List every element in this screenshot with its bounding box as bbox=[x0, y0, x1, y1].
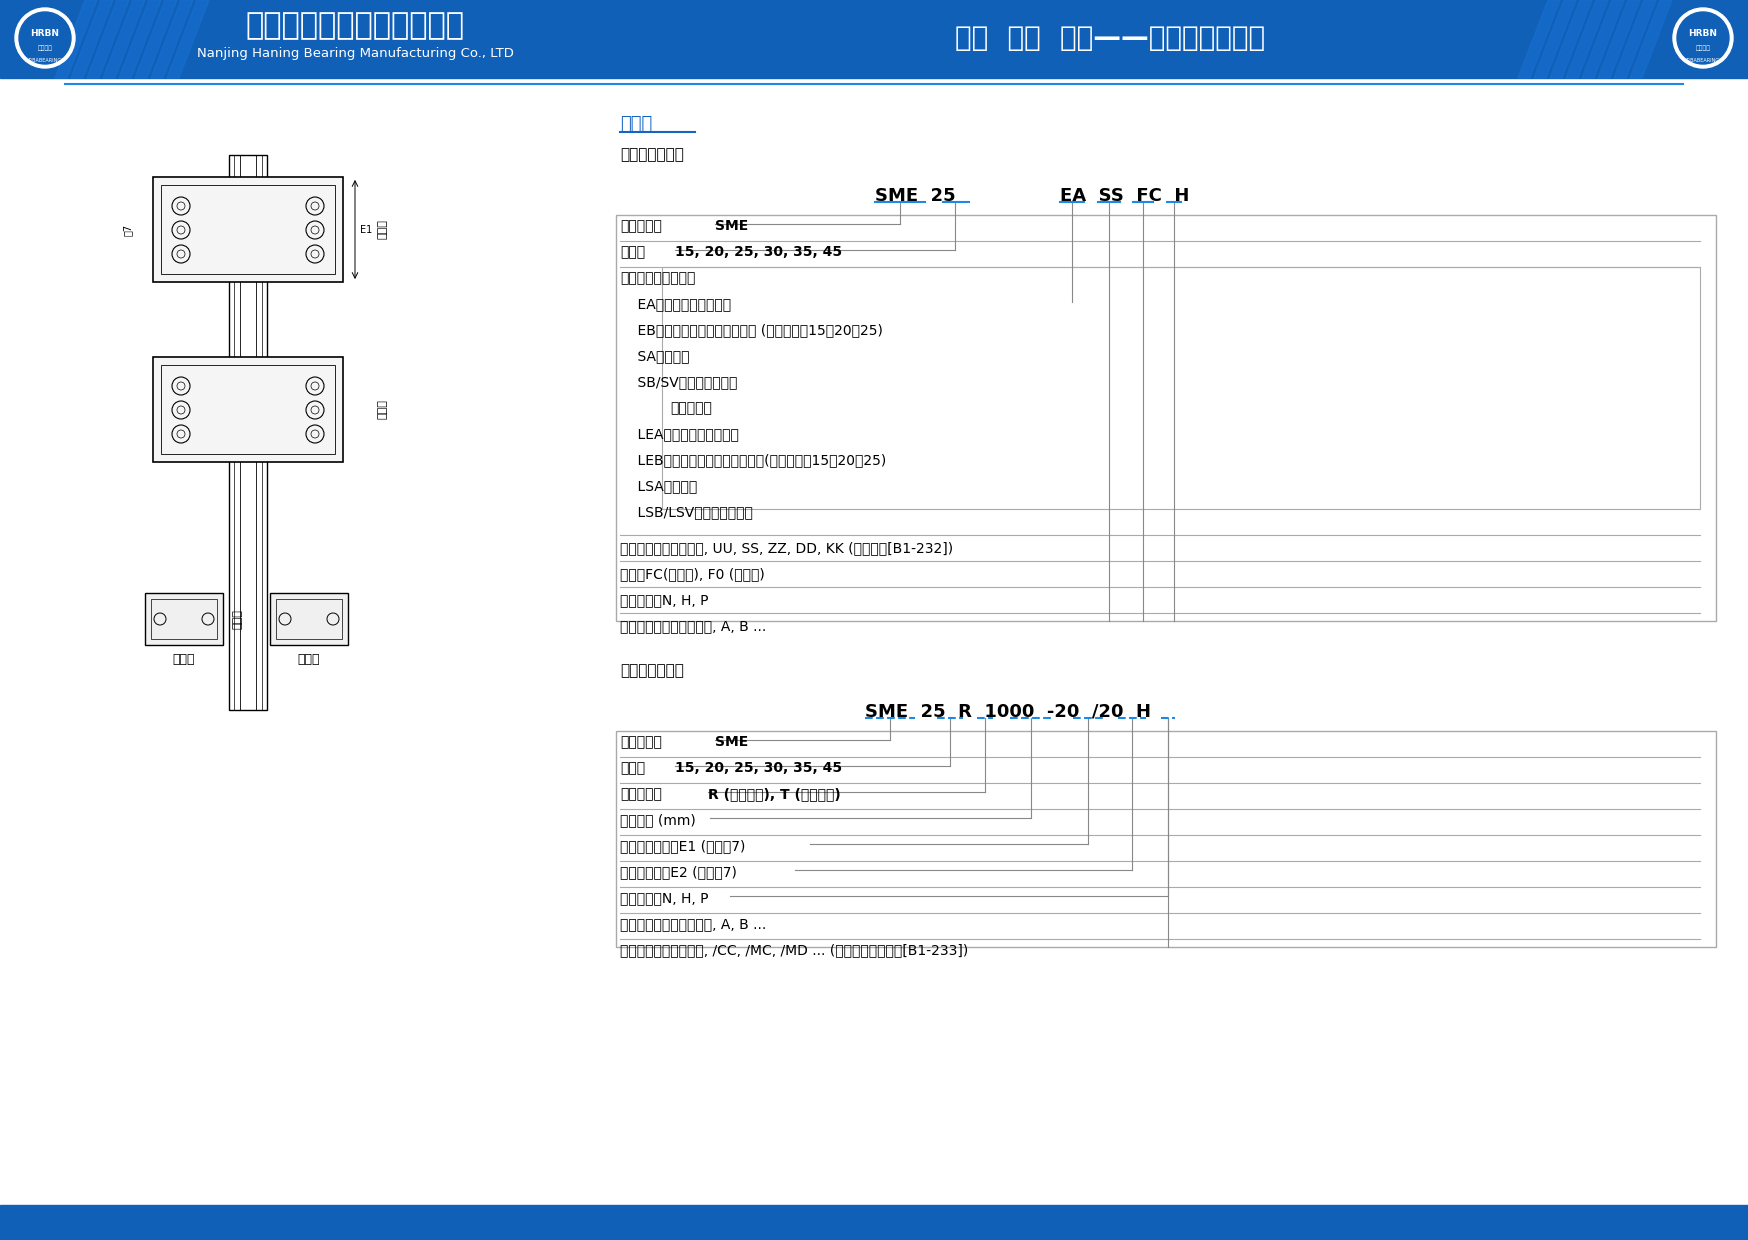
Text: HRBN: HRBN bbox=[1689, 30, 1718, 38]
Text: 15, 20, 25, 30, 35, 45: 15, 20, 25, 30, 35, 45 bbox=[675, 246, 843, 259]
Polygon shape bbox=[1566, 0, 1608, 78]
Text: SA：四方型: SA：四方型 bbox=[621, 348, 689, 363]
Text: R (沉头孔型), T (螺纹孔型): R (沉头孔型), T (螺纹孔型) bbox=[708, 787, 841, 801]
Text: 精度等级：N, H, P: 精度等级：N, H, P bbox=[621, 892, 708, 905]
Text: 滑块种类：重负荷型: 滑块种类：重负荷型 bbox=[621, 272, 696, 285]
Text: 哈宁轴承: 哈宁轴承 bbox=[37, 45, 52, 51]
Bar bbox=[229, 155, 267, 711]
Text: 图7: 图7 bbox=[122, 223, 133, 236]
Polygon shape bbox=[1535, 0, 1577, 78]
Bar bbox=[154, 357, 343, 463]
Bar bbox=[161, 185, 336, 274]
Text: 哈宁轴承: 哈宁轴承 bbox=[1696, 45, 1711, 51]
Text: SME: SME bbox=[715, 219, 748, 233]
Text: 密封垫片种类：无记号, UU, SS, ZZ, DD, KK (参考防尘[B1-232]): 密封垫片种类：无记号, UU, SS, ZZ, DD, KK (参考防尘[B1-… bbox=[621, 541, 953, 556]
Text: SME: SME bbox=[715, 735, 748, 749]
Text: 15, 20, 25, 30, 35, 45: 15, 20, 25, 30, 35, 45 bbox=[675, 761, 843, 775]
Text: LEA：法兰型，上下锁式: LEA：法兰型，上下锁式 bbox=[621, 427, 739, 441]
Circle shape bbox=[1673, 7, 1732, 68]
Text: 精度等级：N, H, P: 精度等级：N, H, P bbox=[621, 593, 708, 608]
Polygon shape bbox=[1582, 0, 1624, 78]
Polygon shape bbox=[150, 0, 192, 78]
Text: 预压：FC(轻预压), F0 (中预压): 预压：FC(轻预压), F0 (中预压) bbox=[621, 567, 766, 582]
Text: 基准面: 基准面 bbox=[378, 399, 388, 419]
Polygon shape bbox=[1550, 0, 1592, 78]
Text: SB/SV：四方低组装型: SB/SV：四方低组装型 bbox=[621, 374, 738, 389]
Text: LEB：法兰低组装型，上下锁式(尺寸仅提供15、20、25): LEB：法兰低组装型，上下锁式(尺寸仅提供15、20、25) bbox=[621, 453, 886, 467]
Text: SME  25  R  1000  -20  /20  H: SME 25 R 1000 -20 /20 H bbox=[865, 703, 1150, 720]
Polygon shape bbox=[1598, 0, 1640, 78]
Bar bbox=[150, 599, 217, 639]
Polygon shape bbox=[103, 0, 145, 78]
Circle shape bbox=[1676, 12, 1729, 64]
Polygon shape bbox=[1613, 0, 1655, 78]
Bar bbox=[161, 365, 336, 454]
Text: 滑轨防尘配件：无记号, /CC, /MC, /MD ... (参考滑轨防尘配件[B1-233]): 滑轨防尘配件：无记号, /CC, /MC, /MD ... (参考滑轨防尘配件[… bbox=[621, 942, 968, 957]
Text: 非标准滑轨注记：无记号, A, B ...: 非标准滑轨注记：无记号, A, B ... bbox=[621, 918, 766, 931]
Polygon shape bbox=[168, 0, 210, 78]
Polygon shape bbox=[72, 0, 114, 78]
Circle shape bbox=[16, 7, 75, 68]
Text: 诚信  创新  担当——世界因我们而动: 诚信 创新 担当——世界因我们而动 bbox=[954, 24, 1266, 52]
Text: LSA：四方型: LSA：四方型 bbox=[621, 479, 697, 494]
Text: 滑轨种类：: 滑轨种类： bbox=[621, 787, 662, 801]
Text: LSB/LSV：四方低组装型: LSB/LSV：四方低组装型 bbox=[621, 505, 753, 520]
Polygon shape bbox=[119, 0, 161, 78]
Text: 滑轨起始端孔距E1 (参照图7): 滑轨起始端孔距E1 (参照图7) bbox=[621, 839, 745, 853]
Text: EA：法兰型，上下锁式: EA：法兰型，上下锁式 bbox=[621, 298, 731, 311]
Text: 滑轨长度 (mm): 滑轨长度 (mm) bbox=[621, 813, 696, 827]
Text: 滑轨末端孔距E2 (参照图7): 滑轨末端孔距E2 (参照图7) bbox=[621, 866, 738, 879]
Text: 从动组: 从动组 bbox=[173, 653, 196, 666]
Text: 尺寸：: 尺寸： bbox=[621, 761, 645, 775]
Bar bbox=[0, 0, 1748, 78]
Text: EA  SS  FC  H: EA SS FC H bbox=[1059, 187, 1189, 205]
Text: 基准面: 基准面 bbox=[378, 219, 388, 239]
Text: Nanjing Haning Bearing Manufacturing Co., LTD: Nanjing Haning Bearing Manufacturing Co.… bbox=[196, 47, 514, 61]
Text: 系列名称：: 系列名称： bbox=[621, 219, 662, 233]
Text: HRBABEARINGS: HRBABEARINGS bbox=[26, 57, 65, 62]
Text: 互换型滑轨型号: 互换型滑轨型号 bbox=[621, 663, 683, 678]
Bar bbox=[154, 177, 343, 281]
Bar bbox=[615, 215, 1717, 621]
Text: E1: E1 bbox=[360, 224, 372, 236]
Bar bbox=[276, 599, 343, 639]
Text: 基准面: 基准面 bbox=[232, 609, 243, 629]
Text: HRBABEARINGS: HRBABEARINGS bbox=[1683, 57, 1722, 62]
Text: SME  25: SME 25 bbox=[876, 187, 956, 205]
Bar bbox=[0, 1205, 1748, 1240]
Text: 超重负荷型: 超重负荷型 bbox=[669, 401, 711, 415]
Text: 基准组: 基准组 bbox=[297, 653, 320, 666]
Bar bbox=[662, 267, 1701, 508]
Polygon shape bbox=[1517, 0, 1559, 78]
Circle shape bbox=[19, 12, 72, 64]
Bar bbox=[269, 593, 348, 645]
Bar bbox=[615, 732, 1717, 947]
Polygon shape bbox=[87, 0, 129, 78]
Text: 互换型: 互换型 bbox=[621, 115, 652, 133]
Text: 非标准滑块注记：无记号, A, B ...: 非标准滑块注记：无记号, A, B ... bbox=[621, 619, 766, 632]
Polygon shape bbox=[1629, 0, 1673, 78]
Text: 互换型滑块型号: 互换型滑块型号 bbox=[621, 148, 683, 162]
Text: HRBN: HRBN bbox=[30, 30, 59, 38]
Polygon shape bbox=[135, 0, 177, 78]
Text: EB：法兰低组装型，上下锁式 (尺寸仅提供15、20、25): EB：法兰低组装型，上下锁式 (尺寸仅提供15、20、25) bbox=[621, 322, 883, 337]
Text: 尺寸：: 尺寸： bbox=[621, 246, 645, 259]
Bar bbox=[145, 593, 224, 645]
Polygon shape bbox=[54, 0, 96, 78]
Text: 系列名称：: 系列名称： bbox=[621, 735, 662, 749]
Text: 南京哈宁轴承制造有限公司: 南京哈宁轴承制造有限公司 bbox=[245, 11, 465, 41]
